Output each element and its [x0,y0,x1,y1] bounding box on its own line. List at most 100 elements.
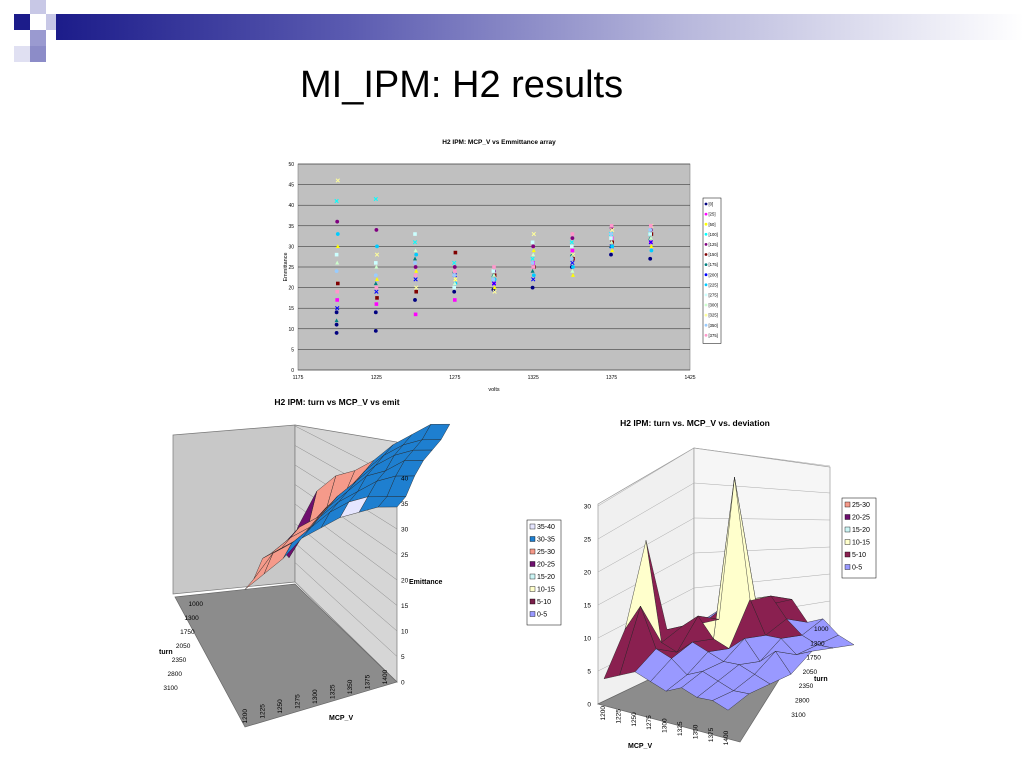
data-point [609,224,614,228]
data-point [648,240,653,245]
y-tick-label: 35 [288,224,294,230]
legend-marker [704,303,708,307]
data-point [453,277,458,282]
data-point [492,289,497,294]
legend-label: [275] [709,293,718,298]
data-point [570,236,575,241]
data-point [335,244,340,248]
data-point [414,289,418,294]
data-point [492,285,497,290]
x-tick-label: 1300 [312,689,319,704]
legend-label: [350] [709,323,718,328]
legend: 25-30 20-25 15-20 10-15 5-10 0-5 [841,497,877,579]
legend-label: [200] [709,272,718,277]
x-tick-label: 1300 [662,718,669,733]
chart-title: H2 IPM: turn vs MCP_V vs emit [274,397,399,407]
x-axis-label: MCP_V [628,743,652,750]
x-tick-label: 1375 [365,674,372,689]
data-point [491,281,497,286]
data-point [609,236,613,240]
data-point [570,244,574,249]
legend-label: [325] [709,313,718,318]
data-point [648,235,653,240]
x-axis-label: MCP_V [329,715,353,722]
header-gradient-bar [56,14,1024,40]
legend-marker [704,293,708,297]
data-point [334,331,339,335]
y-axis-label: Emmittance [283,252,289,281]
y-tick-label: 1300 [810,640,825,647]
data-point [530,268,535,273]
data-point [531,231,536,237]
legend-label: [150] [709,252,718,257]
x-tick-label: 1175 [293,375,304,381]
data-point [648,232,652,236]
z-tick-label: 20 [401,578,409,585]
corner-square-mid [30,30,46,46]
gridline [693,447,831,467]
legend-label: 20-25 [537,562,555,569]
y-tick-label: 3100 [163,685,178,692]
surface-chart-deviation: H2 IPM: turn vs. MCP_V vs. deviation 0 5 1… [584,418,877,750]
x-tick-label: 1200 [242,709,249,724]
legend-marker [704,232,708,236]
legend-label: 10-15 [537,587,555,594]
y-tick-label: 15 [288,306,294,312]
legend-swatch [844,551,851,558]
legend-swatch [529,598,536,605]
data-point [571,273,575,277]
y-tick-label: 2050 [176,643,191,650]
data-point [570,232,575,236]
data-point [531,252,536,257]
data-point [569,256,574,261]
z-tick-label: 40 [401,476,409,483]
data-point [413,232,417,236]
z-tick-label: 20 [584,570,592,577]
legend-label: [375] [709,333,718,338]
legend-label: [175] [709,262,718,267]
y-tick-label: 5 [291,347,294,353]
data-point [609,240,614,244]
legend-marker [704,333,708,337]
data-point [649,244,654,248]
x-tick-label: 1225 [371,375,382,381]
x-tick-label: 1225 [260,704,267,719]
data-point [610,227,615,233]
data-point [452,273,457,278]
legend-label: 30-35 [537,537,555,544]
legend-marker [704,222,708,226]
data-point [491,269,496,273]
data-point [335,298,339,302]
data-point [492,273,496,277]
legend-label: [300] [709,303,718,308]
legend-swatch [529,523,536,530]
data-point [375,244,379,249]
surface-patch [603,605,641,680]
y-axis-label: turn [814,676,828,683]
data-point [373,273,378,278]
legend-swatch [844,564,851,570]
y-tick-label: 2350 [172,657,187,664]
data-point [570,252,576,257]
z-tick-label: 25 [401,552,409,559]
data-point [452,285,456,290]
data-point [530,260,535,265]
x-tick-label: 1375 [708,727,715,742]
z-tick-label: 10 [401,629,409,636]
legend-marker [704,253,708,256]
y-tick-label: 10 [288,327,294,333]
legend-label: [25] [709,212,716,217]
data-point [571,265,575,269]
y-tick-label: 2800 [168,671,183,678]
data-point [648,228,653,232]
legend-label: 15-20 [537,574,555,581]
data-point [334,322,339,327]
data-point [413,265,418,269]
legend-marker [704,243,708,246]
data-point [335,260,340,265]
data-point [452,265,457,269]
gridline [597,447,695,507]
floor [174,583,398,728]
data-point [334,269,339,274]
data-point [335,289,339,294]
